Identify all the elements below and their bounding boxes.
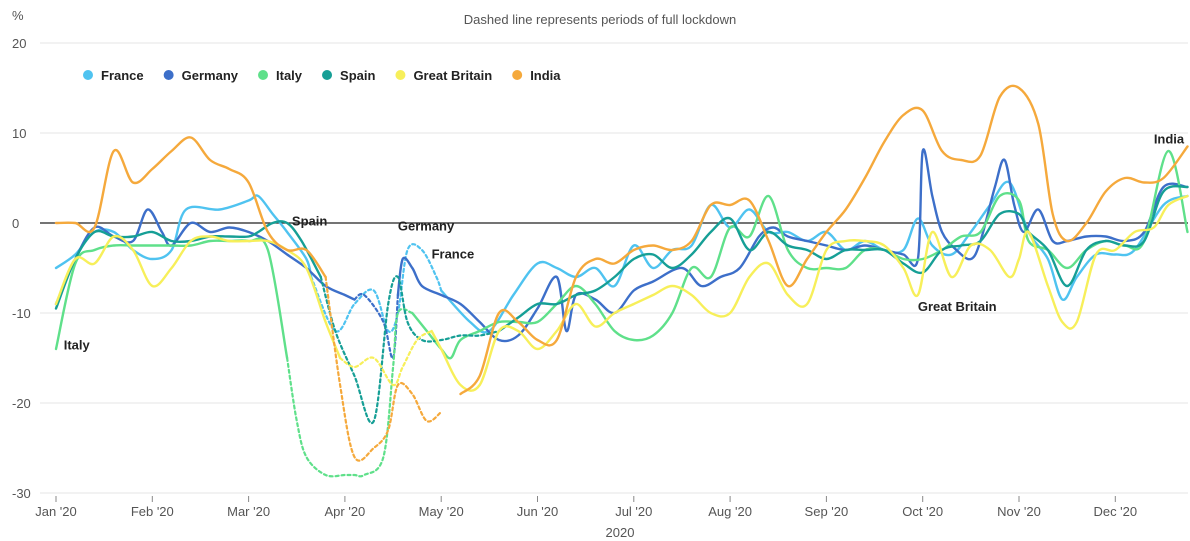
series-line-lockdown-great-britain [339,329,433,387]
annotation-label: Germany [398,219,455,234]
series-line-lockdown-italy [286,307,414,478]
x-tick-label: Dec '20 [1093,504,1137,519]
annotation-label: Italy [64,338,91,353]
legend-label: Great Britain [413,68,492,83]
legend-item-italy: Italy [258,68,303,83]
x-tick-label: Jul '20 [615,504,652,519]
y-tick-label: 20 [12,36,26,51]
series-line-france [54,194,313,279]
chart-subtitle: Dashed line represents periods of full l… [464,12,736,27]
x-tick-label: Apr '20 [325,504,366,519]
legend-item-india: India [512,68,561,83]
legend-label: Germany [182,68,239,83]
x-axis-title: 2020 [606,525,635,540]
legend-swatch [512,70,523,80]
x-tick-label: Oct '20 [902,504,943,519]
x-tick-label: Sep '20 [805,504,849,519]
legend-item-germany: Germany [163,68,239,83]
y-axis-unit: % [12,8,24,23]
series-lines [54,84,1189,478]
legend-swatch [258,70,269,80]
annotations: Spain Germany France Italy Great Britain Indi… [64,131,1185,352]
legend: France Germany Italy Spain Great Britain Indi… [83,68,561,83]
x-tick-label: Jan '20 [35,504,77,519]
annotation-label: Spain [292,213,327,228]
series-line-india [54,136,327,279]
x-axis: Jan '20 Feb '20 Mar '20 Apr '20 May '20 Jun '… [35,496,1137,519]
legend-item-france: France [83,68,144,83]
y-axis: 20 10 0 -10 -20 -30 [12,36,31,501]
x-tick-label: Nov '20 [997,504,1041,519]
x-tick-label: Aug '20 [708,504,752,519]
legend-swatch [395,70,406,80]
series-line-india [459,84,1189,396]
legend-swatch [322,70,333,80]
series-italy [54,149,1189,478]
series-line-italy [411,149,1189,360]
y-tick-label: 0 [12,216,19,231]
legend-label: France [101,68,144,83]
series-line-great-britain [54,234,342,360]
series-line-germany [396,148,1189,343]
series-line-france [440,180,1189,334]
x-tick-label: Mar '20 [227,504,270,519]
x-tick-label: Jun '20 [517,504,559,519]
legend-label: India [530,68,561,83]
annotation-label: Great Britain [918,299,997,314]
series-line-spain [497,184,1189,333]
y-tick-label: -30 [12,486,31,501]
series-line-lockdown-india [324,275,443,462]
series-spain [54,184,1189,425]
annotation-label: France [432,247,475,262]
series-great-britain [54,194,1189,392]
legend-item-great-britain: Great Britain [395,68,492,83]
annotation-label: India [1154,131,1185,146]
series-line-lockdown-france [310,243,443,333]
legend-label: Spain [340,68,375,83]
y-tick-label: -10 [12,306,31,321]
x-tick-label: May '20 [419,504,464,519]
y-tick-label: -20 [12,396,31,411]
series-india [54,84,1189,462]
legend-item-spain: Spain [322,68,375,83]
series-line-lockdown-spain [319,275,501,425]
series-line-great-britain [430,194,1189,392]
legend-swatch [163,70,174,80]
legend-label: Italy [276,68,303,83]
x-tick-label: Feb '20 [131,504,174,519]
legend-swatch [83,70,93,80]
series-line-italy [54,237,289,360]
series-line-lockdown-germany [353,292,399,360]
series-germany [54,148,1189,360]
series-line-spain [54,220,322,310]
y-tick-label: 10 [12,126,26,141]
